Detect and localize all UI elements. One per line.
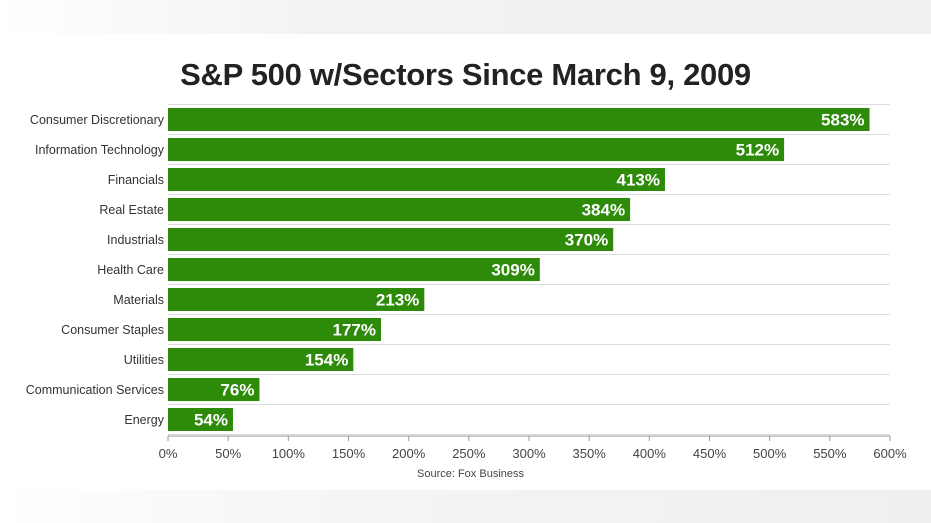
bar-health-care xyxy=(168,258,540,281)
x-tick-label: 300% xyxy=(512,446,546,461)
x-tick-label: 450% xyxy=(693,446,727,461)
x-tick-label: 100% xyxy=(272,446,306,461)
value-label: 384% xyxy=(582,201,625,220)
value-label: 512% xyxy=(736,141,779,160)
value-label: 76% xyxy=(220,381,254,400)
x-tick-label: 600% xyxy=(873,446,907,461)
x-tick-label: 250% xyxy=(452,446,486,461)
bar-utilities xyxy=(168,348,354,371)
category-label: Communication Services xyxy=(26,383,164,397)
bar-information-technology xyxy=(168,138,785,161)
category-label: Consumer Discretionary xyxy=(30,113,165,127)
value-label: 213% xyxy=(376,291,419,310)
bar-consumer-discretionary xyxy=(168,108,870,131)
x-tick-label: 50% xyxy=(215,446,241,461)
category-label: Information Technology xyxy=(35,143,165,157)
x-tick-label: 550% xyxy=(813,446,847,461)
bar-communication-services xyxy=(168,378,260,401)
value-label: 370% xyxy=(565,231,608,250)
category-label: Materials xyxy=(113,293,164,307)
background-shade-top xyxy=(0,0,931,34)
x-tick-label: 150% xyxy=(332,446,366,461)
bar-consumer-staples xyxy=(168,318,381,341)
x-tick-label: 0% xyxy=(159,446,178,461)
category-label: Utilities xyxy=(124,353,164,367)
source-note: Source: Fox Business xyxy=(417,468,524,480)
x-tick-label: 350% xyxy=(573,446,607,461)
category-label: Energy xyxy=(124,413,164,427)
value-label: 583% xyxy=(821,111,864,130)
value-label: 54% xyxy=(194,411,228,430)
value-label: 154% xyxy=(305,351,348,370)
category-label: Financials xyxy=(108,173,164,187)
category-label: Consumer Staples xyxy=(61,323,164,337)
x-tick-label: 200% xyxy=(392,446,426,461)
x-tick-label: 400% xyxy=(633,446,667,461)
bar-materials xyxy=(168,288,425,311)
value-label: 413% xyxy=(616,171,659,190)
bar-financials xyxy=(168,168,665,191)
x-tick-label: 500% xyxy=(753,446,787,461)
value-label: 177% xyxy=(333,321,376,340)
grid-lines xyxy=(168,104,890,435)
chart-title: S&P 500 w/Sectors Since March 9, 2009 xyxy=(180,57,751,92)
category-label: Real Estate xyxy=(99,203,164,217)
bar-industrials xyxy=(168,228,614,251)
bar-real-estate xyxy=(168,198,631,221)
category-label: Health Care xyxy=(97,263,164,277)
category-label: Industrials xyxy=(107,233,164,247)
value-label: 309% xyxy=(491,261,534,280)
background-shade-bottom xyxy=(0,490,931,523)
bar-energy xyxy=(168,408,233,431)
